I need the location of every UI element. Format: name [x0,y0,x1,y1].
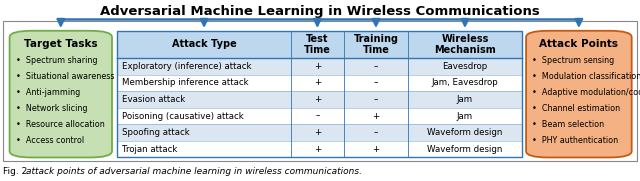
Text: Eavesdrop: Eavesdrop [442,62,488,71]
Text: Waveform design: Waveform design [428,128,502,137]
Bar [117,31,522,157]
Text: Waveform design: Waveform design [428,145,502,154]
Text: Spoofing attack: Spoofing attack [122,128,189,137]
Text: Jam: Jam [457,95,473,104]
Text: Attack Points: Attack Points [540,39,618,49]
Text: Attack Type: Attack Type [172,39,236,49]
Text: •  Beam selection: • Beam selection [532,120,605,129]
Text: Evasion attack: Evasion attack [122,95,185,104]
Text: attack points of adversarial machine learning in wireless communications.: attack points of adversarial machine lea… [26,167,362,176]
Text: •  PHY authentication: • PHY authentication [532,136,619,145]
Text: +: + [314,145,321,154]
Text: Trojan attack: Trojan attack [122,145,177,154]
Bar [117,108,522,124]
FancyBboxPatch shape [526,31,632,157]
Text: +: + [314,128,321,137]
Text: Jam: Jam [457,111,473,121]
Text: Membership inference attack: Membership inference attack [122,78,248,87]
Bar [117,141,522,157]
Text: •  Modulation classification: • Modulation classification [532,72,640,81]
Text: +: + [314,95,321,104]
Text: Target Tasks: Target Tasks [24,39,98,49]
Text: –: – [374,95,378,104]
Text: Jam, Eavesdrop: Jam, Eavesdrop [431,78,499,87]
Text: Fig. 2: Fig. 2 [3,167,33,176]
Text: –: – [315,111,319,121]
Text: Training
Time: Training Time [353,34,399,55]
Text: •  Channel estimation: • Channel estimation [532,104,621,113]
Text: •  Spectrum sharing: • Spectrum sharing [16,56,97,65]
Text: –: – [374,78,378,87]
Text: •  Access control: • Access control [16,136,84,145]
Bar [117,75,522,91]
Text: •  Adaptive modulation/coding: • Adaptive modulation/coding [532,88,640,97]
Text: •  Anti-jamming: • Anti-jamming [16,88,80,97]
Text: +: + [372,145,380,154]
Text: Test
Time: Test Time [304,34,331,55]
Bar [117,58,522,75]
Text: –: – [374,128,378,137]
Text: Poisoning (causative) attack: Poisoning (causative) attack [122,111,243,121]
Bar [117,31,522,58]
Bar [3,21,637,161]
Text: –: – [374,62,378,71]
Bar [117,124,522,141]
Text: •  Network slicing: • Network slicing [16,104,88,113]
Text: +: + [372,111,380,121]
Bar [117,91,522,108]
Text: Adversarial Machine Learning in Wireless Communications: Adversarial Machine Learning in Wireless… [100,5,540,18]
Text: •  Spectrum sensing: • Spectrum sensing [532,56,615,65]
Text: •  Resource allocation: • Resource allocation [16,120,105,129]
Text: Exploratory (inference) attack: Exploratory (inference) attack [122,62,251,71]
Text: +: + [314,78,321,87]
FancyBboxPatch shape [10,31,112,157]
Text: +: + [314,62,321,71]
Text: •  Situational awareness: • Situational awareness [16,72,115,81]
Text: Wireless
Mechanism: Wireless Mechanism [434,34,496,55]
